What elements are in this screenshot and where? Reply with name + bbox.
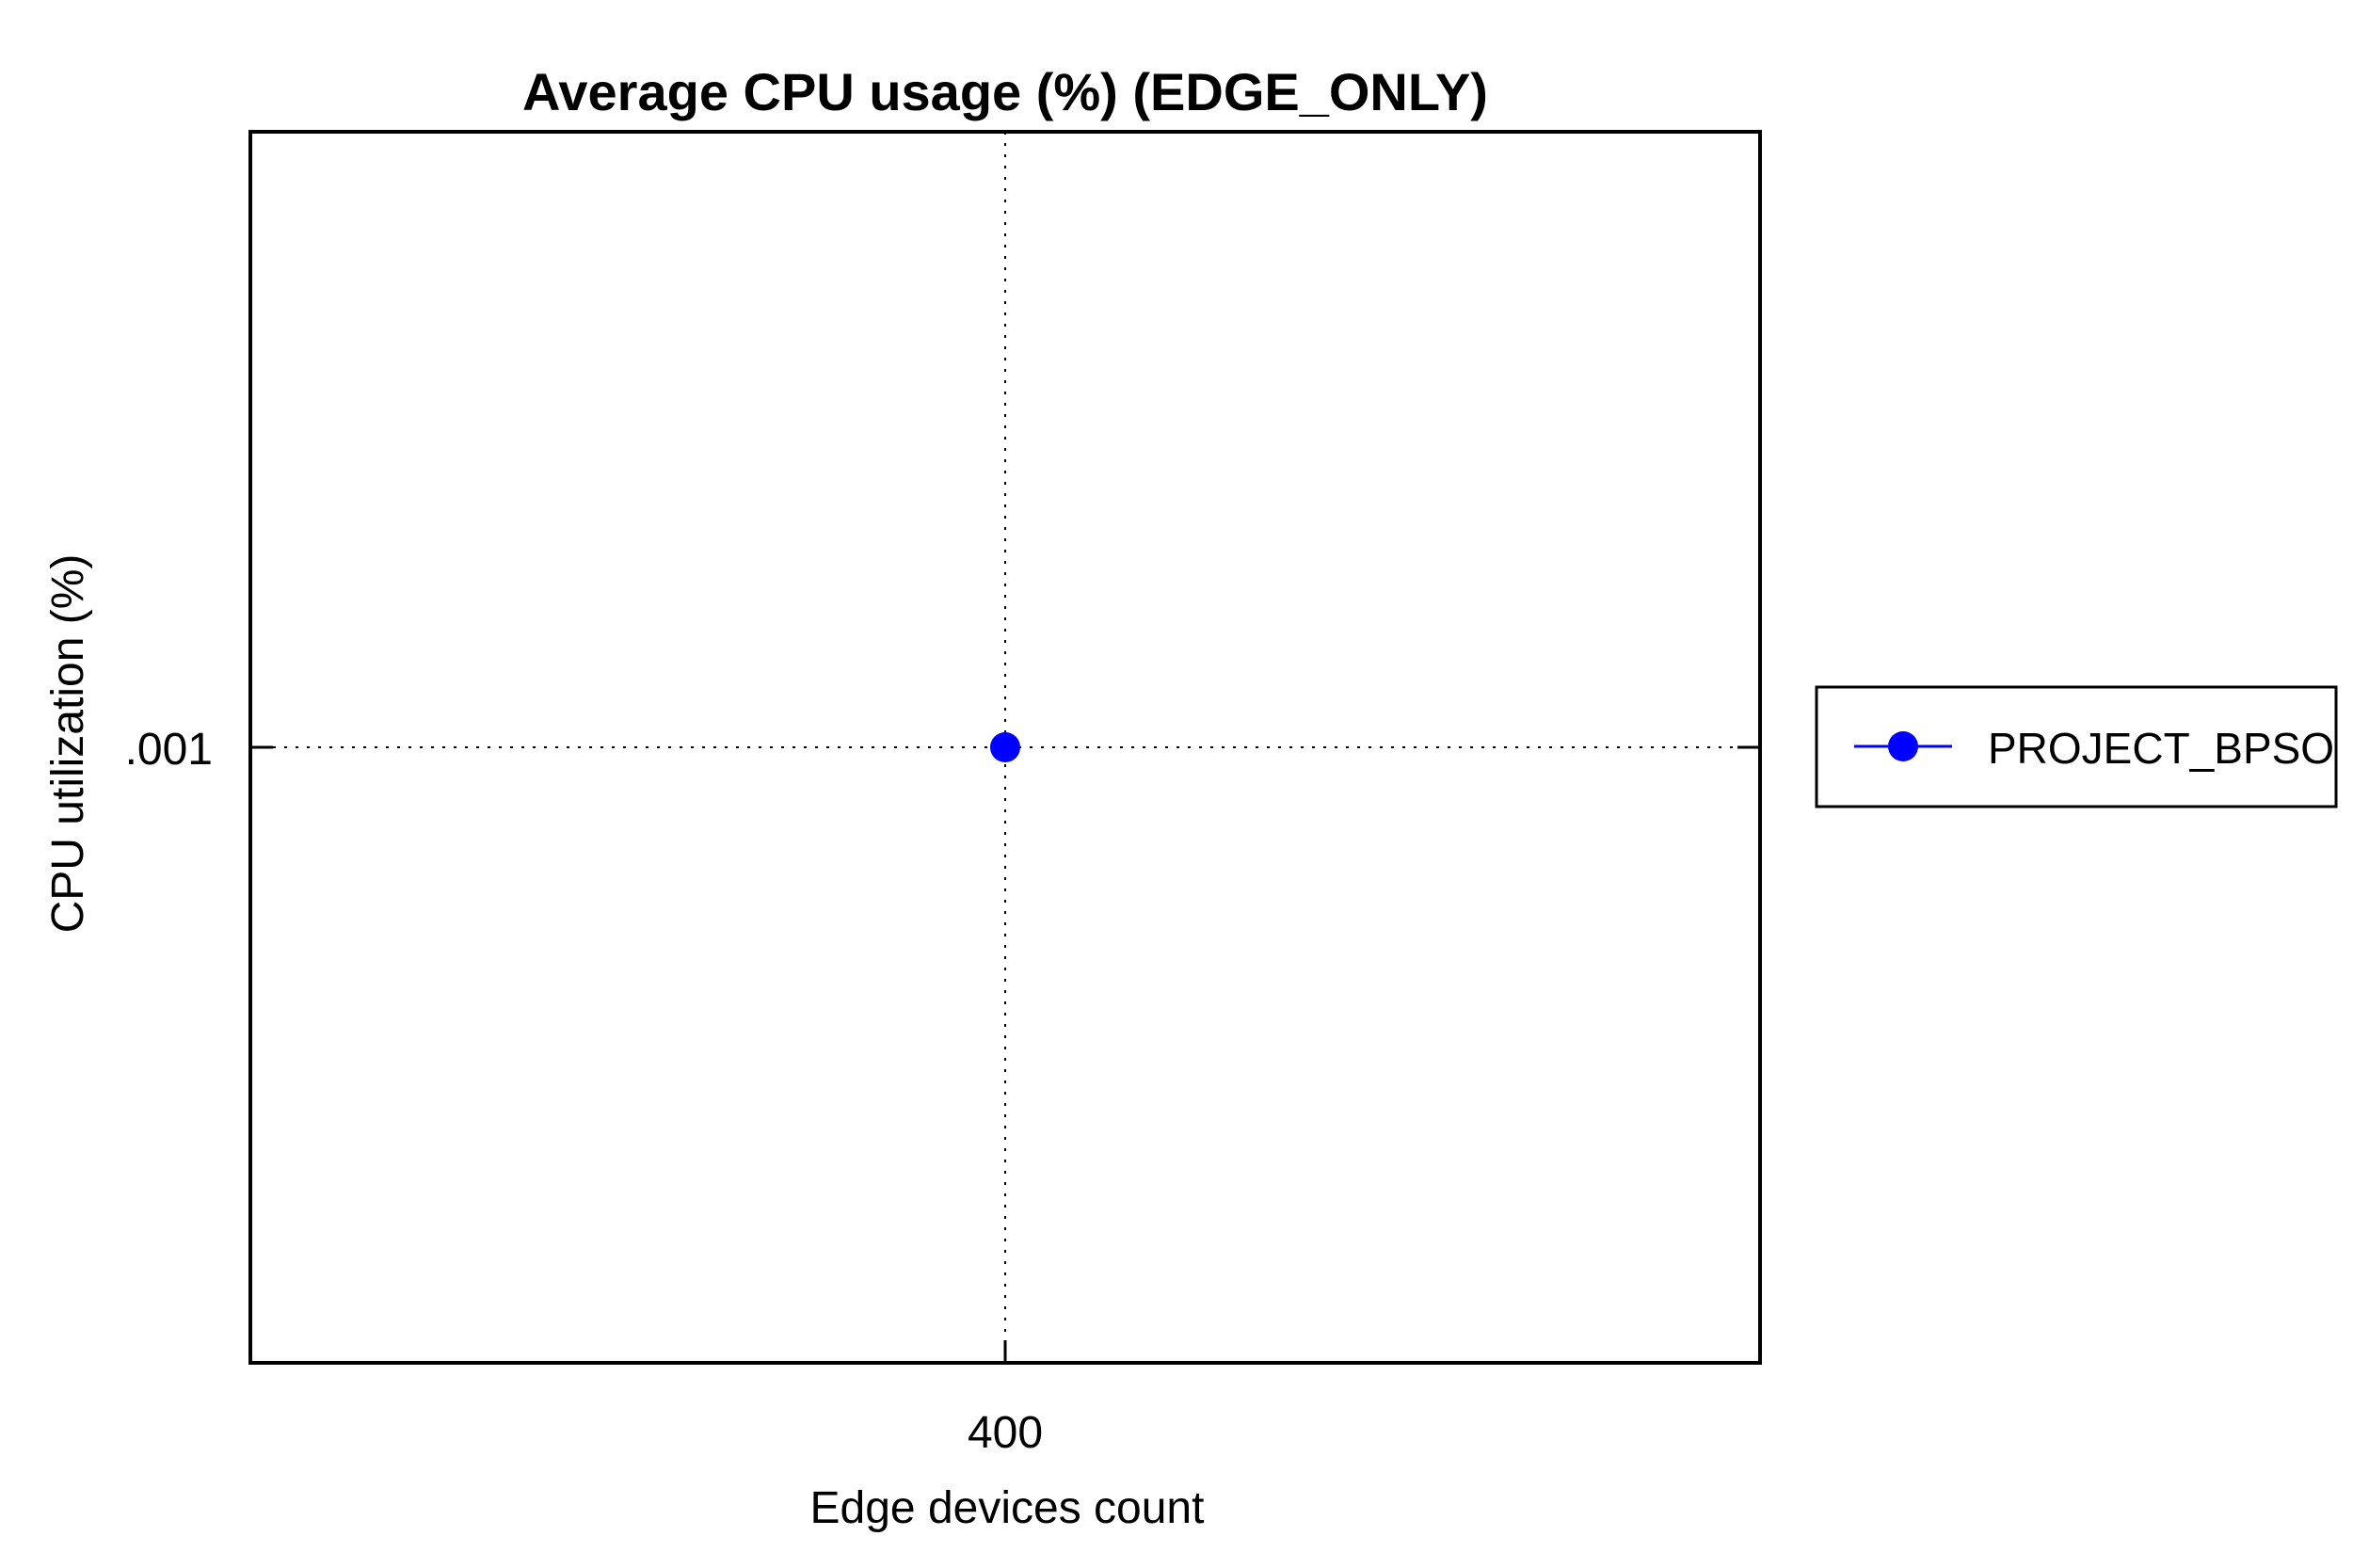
x-axis-label: Edge devices count	[810, 1483, 1205, 1533]
x-tick-label: 400	[968, 1408, 1043, 1458]
data-point	[990, 732, 1020, 762]
y-tick-label: .001	[125, 725, 213, 775]
legend-label: PROJECT_BPSO	[1988, 724, 2334, 773]
legend-marker	[1888, 731, 1918, 761]
chart-title: Average CPU usage (%) (EDGE_ONLY)	[522, 62, 1488, 121]
y-axis-label: CPU utilization (%)	[43, 554, 93, 934]
series-layer	[990, 732, 1020, 762]
plot-area	[248, 130, 1762, 1365]
legend: PROJECT_BPSO	[1815, 685, 2338, 808]
